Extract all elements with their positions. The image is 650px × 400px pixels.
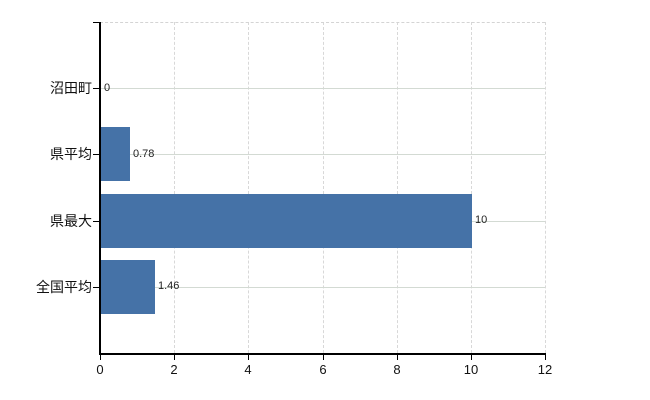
y-axis: [99, 22, 101, 355]
bar-value-label: 1.46: [158, 280, 180, 292]
x-axis-tick: [397, 355, 398, 360]
y-axis-tick: [93, 22, 100, 23]
category-label: 県最大: [50, 213, 92, 229]
category-label: 県平均: [50, 146, 92, 162]
x-tick-label: 8: [393, 362, 401, 377]
x-axis-tick: [248, 355, 249, 360]
x-axis-tick: [100, 355, 101, 360]
plot-top-border: [100, 22, 545, 23]
bar-県平均: [101, 127, 130, 181]
vertical-gridline: [470, 22, 472, 353]
x-axis-tick: [545, 355, 546, 360]
vertical-gridline: [545, 22, 546, 353]
x-tick-label: 2: [170, 362, 178, 377]
category-label: 全国平均: [36, 279, 92, 295]
vertical-gridline: [174, 22, 176, 353]
y-axis-tick: [93, 287, 100, 288]
x-tick-label: 10: [463, 362, 479, 377]
bar-value-label: 0: [104, 82, 111, 94]
bar-全国平均: [101, 260, 155, 314]
category-label: 沼田町: [50, 80, 92, 96]
y-axis-tick: [93, 88, 100, 89]
x-axis-tick: [471, 355, 472, 360]
x-axis-tick: [174, 355, 175, 360]
y-axis-tick: [93, 221, 100, 222]
x-axis: [99, 353, 546, 355]
x-tick-label: 12: [537, 362, 553, 377]
bar-value-label: 10: [475, 214, 488, 226]
x-axis-tick: [323, 355, 324, 360]
bar-県最大: [101, 194, 472, 248]
x-tick-label: 4: [244, 362, 252, 377]
y-axis-tick: [93, 154, 100, 155]
horizontal-gridline: [100, 287, 545, 288]
vertical-gridline: [248, 22, 250, 353]
bar-value-label: 0.78: [133, 148, 155, 160]
vertical-gridline: [322, 22, 324, 353]
x-tick-label: 0: [96, 362, 104, 377]
vertical-gridline: [396, 22, 398, 353]
horizontal-gridline: [100, 154, 545, 155]
x-tick-label: 6: [319, 362, 327, 377]
horizontal-gridline: [100, 88, 545, 89]
